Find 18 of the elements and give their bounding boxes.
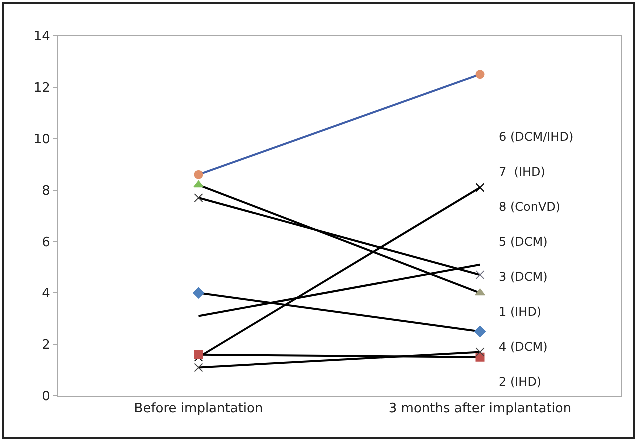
annotation: 6 (DCM/IHD) <box>499 130 574 144</box>
y-tick-label: 2 <box>42 338 50 354</box>
annotation: 7 (IHD) <box>499 165 546 179</box>
annotation: 3 (DCM) <box>499 270 548 284</box>
y-tick-label: 14 <box>34 30 50 45</box>
annotation: 8 (ConVD) <box>499 200 561 214</box>
x-tick-label: Before implantation <box>134 402 264 417</box>
y-tick-label: 6 <box>42 235 50 250</box>
y-tick-label: 8 <box>42 184 50 199</box>
annotation: 5 (DCM) <box>499 235 548 249</box>
y-tick-label: 10 <box>34 132 50 148</box>
x-tick-label: 3 months after implantation <box>388 402 572 417</box>
y-tick-label: 0 <box>42 390 50 405</box>
annotation: 1 (IHD) <box>499 305 542 319</box>
annotation: 4 (DCM) <box>499 340 548 354</box>
y-tick-label: 4 <box>42 286 50 302</box>
y-tick-label: 12 <box>34 80 50 96</box>
annotation: 2 (IHD) <box>499 375 542 389</box>
